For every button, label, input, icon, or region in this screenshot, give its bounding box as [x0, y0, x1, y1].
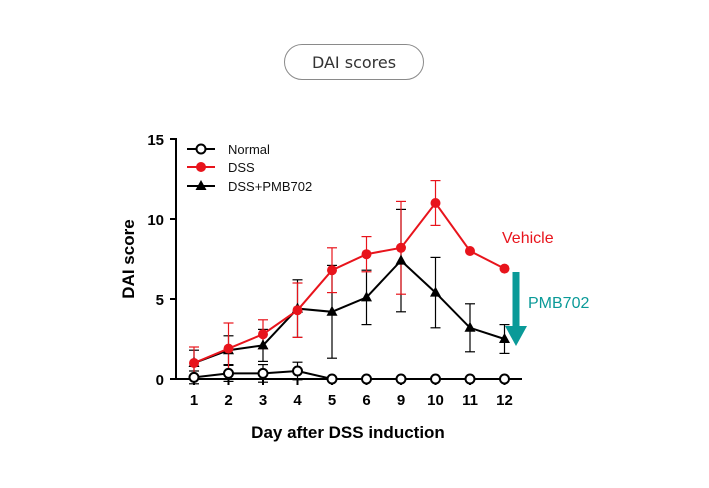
x-tick-label: 10	[427, 392, 444, 409]
data-point-treated	[257, 339, 269, 350]
series-line-0	[193, 369, 505, 380]
data-point-treated	[430, 286, 441, 297]
vehicle-annotation: Vehicle	[502, 230, 554, 247]
data-point-normal	[292, 365, 303, 377]
data-point-normal	[499, 373, 510, 385]
y-tick-label: 0	[156, 372, 164, 389]
data-point-dss	[499, 263, 510, 274]
y-tick-label: 15	[147, 132, 164, 149]
x-axis-label: Day after DSS induction	[251, 423, 445, 442]
x-tick-label: 6	[362, 392, 370, 409]
data-point-dss	[223, 343, 234, 354]
chart-annotations: Vehicle PMB702	[502, 230, 589, 346]
data-point-dss	[430, 198, 441, 208]
series-lines	[193, 201, 505, 380]
data-point-treated	[464, 321, 476, 332]
data-point-dss	[327, 265, 337, 276]
y-tick-label: 5	[156, 292, 164, 309]
legend-label: DSS+PMB702	[228, 179, 312, 194]
x-tick-label: 4	[293, 392, 302, 409]
data-point-dss	[196, 162, 206, 172]
data-point-normal	[464, 373, 476, 385]
legend-label: Normal	[228, 142, 270, 157]
x-tick-label: 12	[496, 392, 513, 409]
data-point-dss	[465, 246, 475, 256]
data-point-normal	[257, 367, 269, 379]
series-line-1	[193, 201, 505, 364]
arrow-head	[505, 326, 527, 346]
data-point-dss	[361, 249, 372, 260]
series-markers	[188, 198, 510, 385]
x-tick-label: 2	[224, 392, 232, 409]
data-point-normal	[326, 373, 338, 385]
data-point-treated	[361, 291, 372, 302]
x-tick-label: 1	[190, 392, 198, 409]
data-point-dss	[258, 329, 268, 340]
y-tick-label: 10	[147, 212, 164, 229]
data-point-normal	[223, 367, 234, 379]
y-axis-label: DAI score	[119, 219, 138, 298]
data-point-normal	[430, 373, 441, 385]
x-tick-label: 3	[259, 392, 267, 409]
x-tick-label: 11	[462, 392, 478, 409]
data-point-treated	[326, 305, 338, 316]
pmb702-annotation: PMB702	[528, 295, 589, 312]
data-point-dss	[189, 358, 199, 368]
error-bars	[189, 180, 510, 385]
x-tick-label: 9	[397, 392, 405, 409]
series-line-2	[193, 259, 505, 364]
arrow-shaft	[512, 272, 520, 328]
data-point-normal	[195, 143, 207, 155]
data-point-treated	[499, 333, 510, 343]
data-point-dss	[396, 242, 406, 253]
data-point-treated	[195, 180, 207, 190]
legend-label: DSS	[228, 160, 255, 175]
data-point-normal	[395, 373, 407, 385]
data-point-treated	[395, 254, 407, 265]
data-point-dss	[292, 305, 303, 316]
dai-scores-pill: DAI scores	[284, 44, 424, 80]
data-point-normal	[361, 373, 372, 385]
x-tick-label: 5	[328, 392, 336, 409]
data-point-normal	[188, 371, 200, 383]
pill-label: DAI scores	[311, 52, 397, 72]
chart-legend: Normal DSS DSS+PMB702	[187, 142, 312, 194]
